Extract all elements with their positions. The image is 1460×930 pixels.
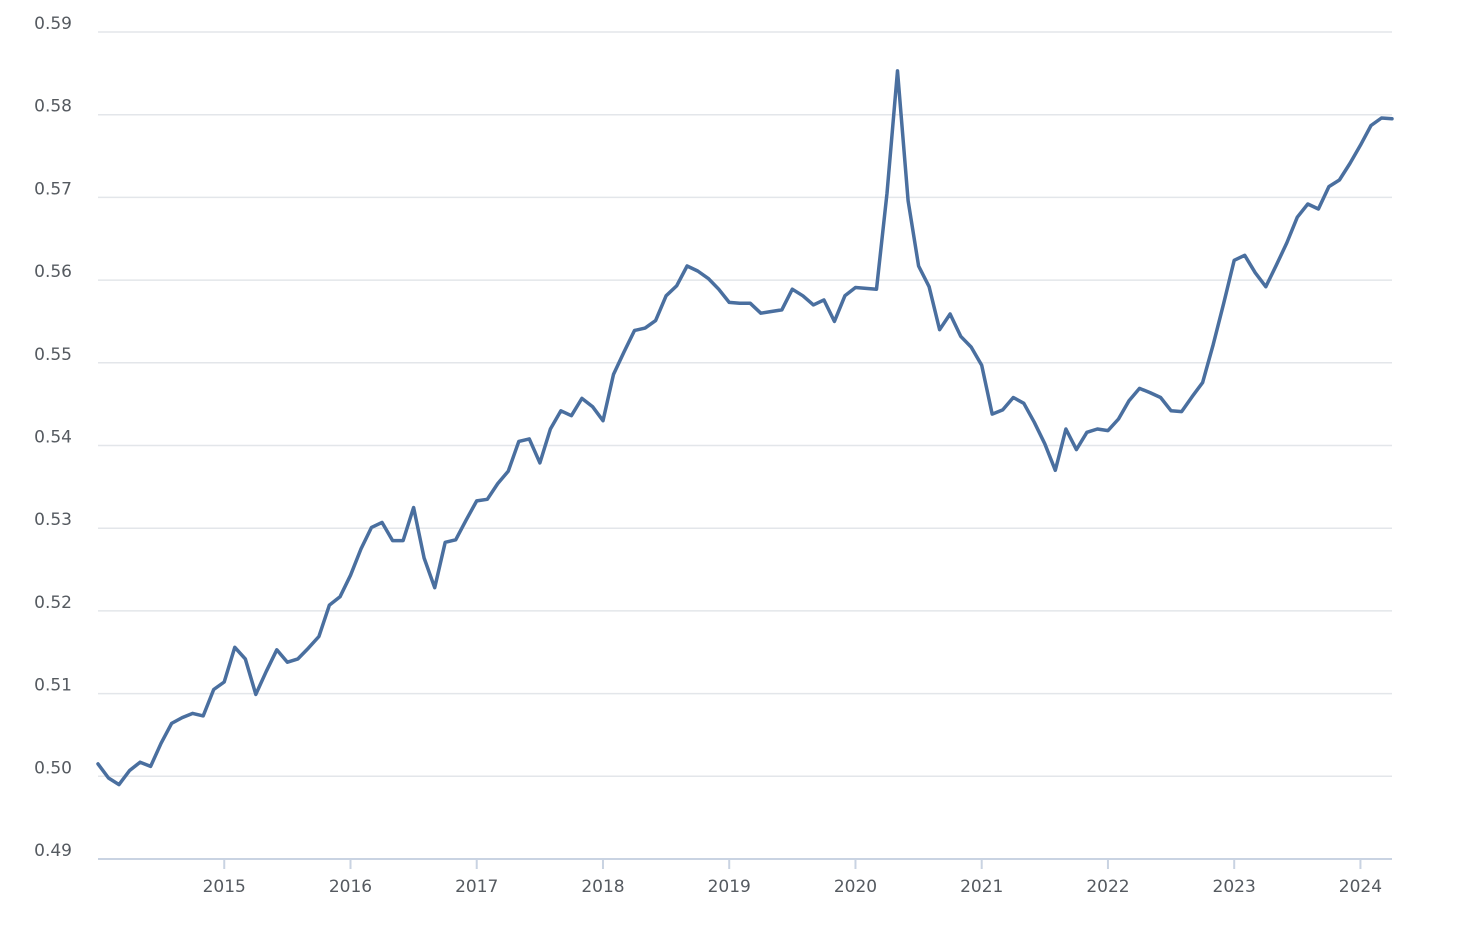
x-tick-label: 2017 [455,877,498,897]
x-tick-label: 2021 [960,877,1003,897]
x-tick-label: 2020 [834,877,877,897]
y-tick-label: 0.56 [34,262,72,282]
y-tick-label: 0.59 [34,14,72,34]
y-tick-label: 0.51 [34,676,72,696]
x-tick-label: 2018 [581,877,624,897]
y-tick-label: 0.58 [34,97,72,117]
series-layer [96,69,1394,787]
x-tick-label: 2023 [1213,877,1256,897]
y-tick-label: 0.55 [34,345,72,365]
y-tick-label: 0.52 [34,593,72,613]
y-axis-labels: 0.49 0.50 0.51 0.52 0.53 0.54 0.55 0.56 0.57 0.58… [34,14,72,861]
y-tick-label: 0.57 [34,179,72,199]
x-tick-label: 2022 [1086,877,1129,897]
x-tick-label: 2024 [1339,877,1382,897]
x-tick-label: 2015 [203,877,246,897]
y-tick-label: 0.53 [34,510,72,530]
y-tick-label: 0.50 [34,758,72,778]
series-line-0 [96,69,1394,787]
x-tick-label: 2016 [329,877,372,897]
y-tick-label: 0.54 [34,428,72,448]
x-tick-label: 2019 [708,877,751,897]
gridlines [98,31,1392,778]
x-axis: 2015 2016 2017 2018 2019 2020 2021 2022 2023 2024 [98,858,1392,897]
y-tick-label: 0.49 [34,841,72,861]
